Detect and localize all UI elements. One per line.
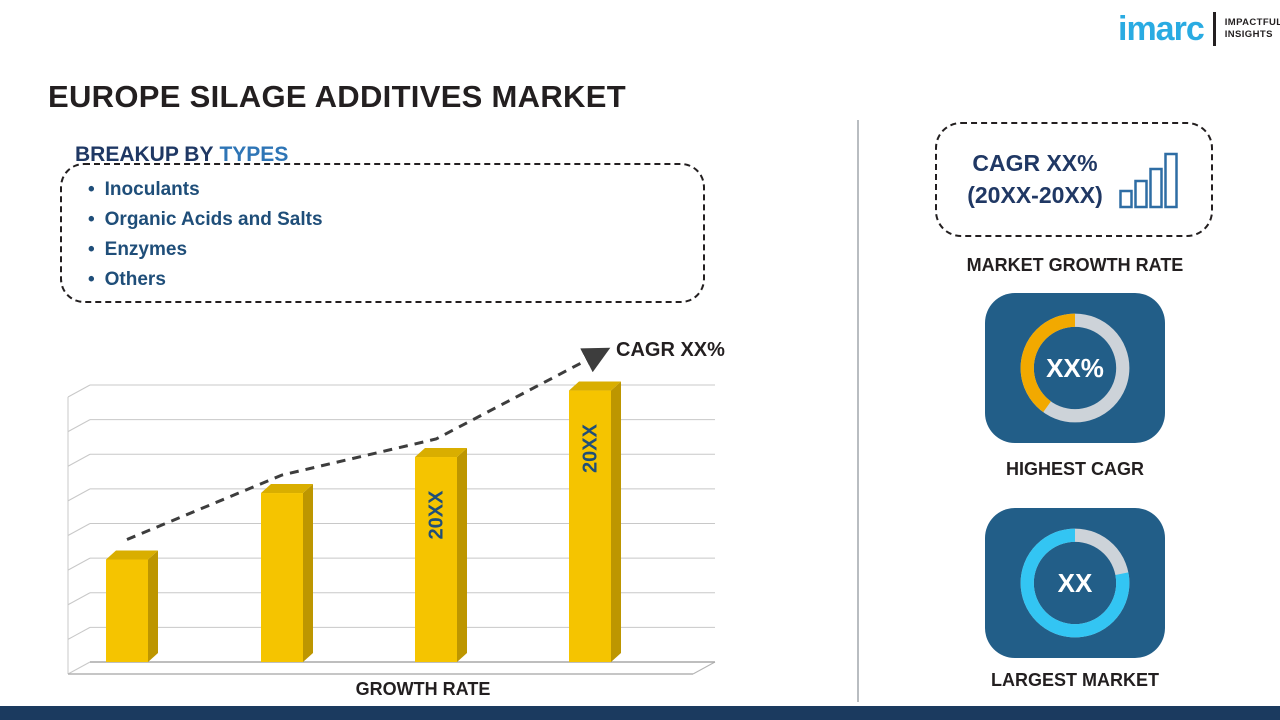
section-divider bbox=[857, 120, 859, 702]
bar-label: 20XX bbox=[579, 423, 601, 473]
growth-bars-icon bbox=[1119, 152, 1178, 208]
imarc-logo: imarc IMPACTFUL INSIGHTS bbox=[1118, 12, 1280, 46]
breakup-heading-prefix: BREAKUP BY bbox=[75, 143, 214, 167]
highest-cagr-label: HIGHEST CAGR bbox=[1005, 459, 1144, 479]
type-item: Inoculants bbox=[88, 175, 683, 205]
types-list: InoculantsOrganic Acids and SaltsEnzymes… bbox=[88, 175, 683, 295]
largest-market-value: XX bbox=[1057, 567, 1093, 598]
cagr-card-line1: CAGR XX% bbox=[972, 150, 1098, 177]
cagr-card-text: CAGR XX% (20XX-20XX) bbox=[967, 148, 1103, 210]
type-item: Organic Acids and Salts bbox=[88, 205, 683, 235]
cagr-card: CAGR XX% (20XX-20XX) bbox=[935, 122, 1213, 237]
largest-market-label: LARGEST MARKET bbox=[991, 670, 1159, 690]
bar-chart-svg: 20XX 20XX bbox=[67, 347, 716, 675]
x-axis-label: GROWTH RATE bbox=[355, 679, 491, 699]
largest-market-card: XX bbox=[985, 508, 1165, 658]
page-title: EUROPE SILAGE ADDITIVES MARKET bbox=[48, 78, 626, 114]
bar-chart: 20XX 20XX CAGR XX% bbox=[55, 335, 745, 685]
bar-label: 20XX bbox=[425, 490, 447, 540]
largest-market-donut bbox=[1020, 528, 1130, 638]
logo-tagline: IMPACTFUL INSIGHTS bbox=[1225, 17, 1280, 42]
type-item: Others bbox=[88, 265, 683, 295]
highest-cagr-card: XX% bbox=[985, 293, 1165, 443]
cagr-trend-label: CAGR XX% bbox=[616, 339, 725, 361]
breakup-heading: BREAKUP BY TYPES bbox=[75, 143, 288, 167]
highest-cagr-donut bbox=[1020, 313, 1130, 423]
logo-tagline-line1: IMPACTFUL bbox=[1224, 16, 1280, 28]
logo-divider bbox=[1212, 12, 1216, 46]
cagr-card-line2: (20XX-20XX) bbox=[967, 181, 1103, 208]
types-box: InoculantsOrganic Acids and SaltsEnzymes… bbox=[60, 163, 705, 303]
logo-tagline-line2: INSIGHTS bbox=[1224, 29, 1273, 40]
breakup-heading-highlight: TYPES bbox=[219, 143, 289, 167]
footer-bar bbox=[0, 706, 1280, 720]
donut-value-arc bbox=[1020, 313, 1130, 423]
market-growth-rate-label: MARKET GROWTH RATE bbox=[966, 255, 1184, 275]
donut-value-arc bbox=[1020, 528, 1130, 638]
type-item: Enzymes bbox=[88, 235, 683, 265]
imarc-logo-text: imarc bbox=[1118, 10, 1205, 48]
highest-cagr-value: XX% bbox=[1046, 352, 1104, 383]
